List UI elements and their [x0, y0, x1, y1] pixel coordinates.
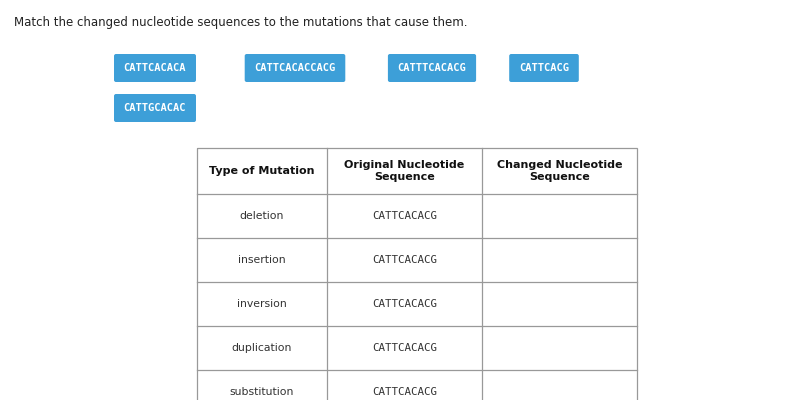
Text: CATTCACG: CATTCACG [519, 63, 569, 73]
Text: CATTCACACA: CATTCACACA [124, 63, 186, 73]
Text: CATTCACACG: CATTCACACG [372, 299, 437, 309]
Text: CATTTCACACG: CATTTCACACG [398, 63, 466, 73]
Text: Changed Nucleotide
Sequence: Changed Nucleotide Sequence [497, 160, 622, 182]
Text: CATTGCACAC: CATTGCACAC [124, 103, 186, 113]
Text: deletion: deletion [240, 211, 284, 221]
Text: substitution: substitution [230, 387, 294, 397]
Text: duplication: duplication [232, 343, 292, 353]
Text: Original Nucleotide
Sequence: Original Nucleotide Sequence [344, 160, 465, 182]
Text: CATTCACACG: CATTCACACG [372, 255, 437, 265]
Text: CATTCACACG: CATTCACACG [372, 343, 437, 353]
Text: Type of Mutation: Type of Mutation [210, 166, 314, 176]
Text: Match the changed nucleotide sequences to the mutations that cause them.: Match the changed nucleotide sequences t… [14, 16, 467, 29]
FancyBboxPatch shape [509, 54, 578, 82]
FancyBboxPatch shape [245, 54, 346, 82]
Text: CATTCACACG: CATTCACACG [372, 387, 437, 397]
Text: CATTCACACCACG: CATTCACACCACG [254, 63, 336, 73]
FancyBboxPatch shape [114, 54, 196, 82]
Text: CATTCACACG: CATTCACACG [372, 211, 437, 221]
Text: insertion: insertion [238, 255, 286, 265]
Text: inversion: inversion [237, 299, 287, 309]
FancyBboxPatch shape [388, 54, 476, 82]
FancyBboxPatch shape [114, 94, 196, 122]
